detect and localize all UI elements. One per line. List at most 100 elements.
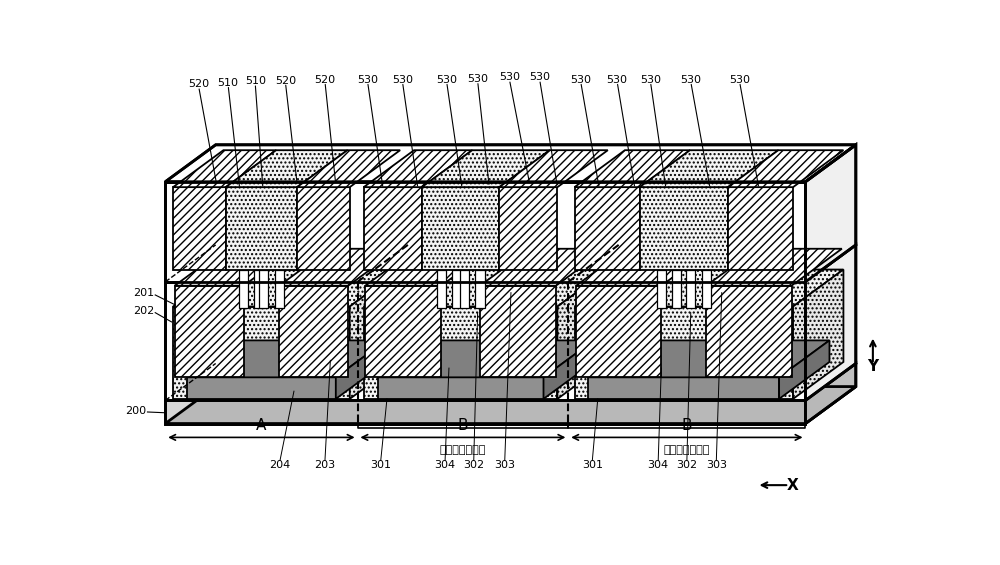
Polygon shape (275, 270, 284, 308)
Polygon shape (499, 187, 557, 270)
Polygon shape (475, 270, 485, 308)
Polygon shape (378, 340, 594, 377)
Polygon shape (672, 233, 732, 270)
Text: 530: 530 (392, 75, 413, 85)
Polygon shape (364, 306, 557, 399)
Polygon shape (499, 150, 608, 187)
Polygon shape (452, 270, 461, 308)
Polygon shape (165, 182, 805, 282)
Text: A: A (256, 418, 267, 433)
Polygon shape (297, 150, 400, 187)
Polygon shape (173, 306, 350, 399)
Text: 530: 530 (467, 74, 488, 84)
Polygon shape (640, 187, 728, 270)
Polygon shape (480, 249, 606, 286)
Polygon shape (279, 286, 348, 377)
Text: 301: 301 (582, 460, 603, 471)
Text: Y: Y (867, 359, 878, 374)
Polygon shape (557, 270, 608, 399)
Text: 520: 520 (314, 75, 336, 85)
Polygon shape (460, 233, 519, 270)
Text: X: X (787, 477, 799, 493)
Polygon shape (657, 270, 666, 308)
Polygon shape (702, 233, 761, 270)
Polygon shape (165, 363, 856, 401)
Polygon shape (173, 270, 400, 306)
Text: 530: 530 (499, 72, 520, 82)
Text: 520: 520 (188, 79, 209, 89)
Polygon shape (686, 270, 695, 308)
Text: 510: 510 (245, 76, 266, 86)
Polygon shape (259, 233, 319, 270)
Text: 203: 203 (314, 460, 336, 471)
Polygon shape (706, 286, 792, 377)
Polygon shape (574, 187, 640, 270)
Polygon shape (686, 233, 746, 270)
Text: 201: 201 (133, 288, 154, 298)
Polygon shape (254, 233, 314, 270)
Text: 第一级第二单元: 第一级第二单元 (440, 445, 486, 455)
Polygon shape (588, 340, 829, 377)
Polygon shape (165, 401, 805, 424)
Polygon shape (297, 187, 350, 270)
Polygon shape (702, 270, 711, 308)
Text: 530: 530 (529, 72, 550, 82)
Polygon shape (279, 249, 399, 286)
Polygon shape (422, 150, 550, 187)
Polygon shape (672, 270, 681, 308)
Polygon shape (165, 245, 856, 282)
Polygon shape (437, 233, 496, 270)
Polygon shape (275, 233, 334, 270)
Text: 530: 530 (640, 75, 661, 85)
Polygon shape (574, 150, 690, 187)
Polygon shape (239, 270, 248, 308)
Polygon shape (574, 306, 793, 399)
Polygon shape (576, 286, 661, 377)
Polygon shape (165, 145, 856, 182)
Text: 302: 302 (676, 460, 697, 471)
Polygon shape (574, 270, 843, 306)
Polygon shape (378, 377, 544, 399)
Polygon shape (728, 187, 793, 270)
Polygon shape (365, 286, 441, 377)
Polygon shape (175, 249, 294, 286)
Polygon shape (336, 340, 386, 399)
Polygon shape (350, 270, 400, 399)
Polygon shape (187, 340, 386, 377)
Text: 200: 200 (126, 406, 147, 416)
Polygon shape (460, 270, 469, 308)
Polygon shape (165, 282, 805, 401)
Polygon shape (480, 286, 556, 377)
Text: 202: 202 (133, 306, 154, 316)
Polygon shape (364, 187, 422, 270)
Polygon shape (422, 187, 499, 270)
Text: 301: 301 (370, 460, 391, 471)
Polygon shape (657, 233, 716, 270)
Polygon shape (576, 249, 712, 286)
Polygon shape (173, 187, 226, 270)
Polygon shape (187, 377, 336, 399)
Polygon shape (805, 145, 856, 282)
Text: 530: 530 (607, 75, 628, 85)
Text: 530: 530 (729, 75, 750, 85)
Text: 第二级第二单元: 第二级第二单元 (664, 445, 710, 455)
Polygon shape (588, 377, 779, 399)
Text: 303: 303 (494, 460, 515, 471)
Polygon shape (793, 270, 843, 399)
Text: 303: 303 (706, 460, 727, 471)
Polygon shape (640, 150, 778, 187)
Polygon shape (364, 150, 472, 187)
Text: 520: 520 (275, 76, 296, 85)
Polygon shape (805, 363, 856, 424)
Polygon shape (364, 270, 608, 306)
Polygon shape (165, 386, 856, 424)
Polygon shape (239, 233, 299, 270)
Polygon shape (475, 233, 535, 270)
Polygon shape (226, 187, 297, 270)
Text: B: B (682, 418, 692, 433)
Polygon shape (365, 249, 492, 286)
Polygon shape (259, 270, 268, 308)
Text: 530: 530 (570, 75, 591, 85)
Text: B: B (458, 418, 468, 433)
Polygon shape (728, 150, 843, 187)
